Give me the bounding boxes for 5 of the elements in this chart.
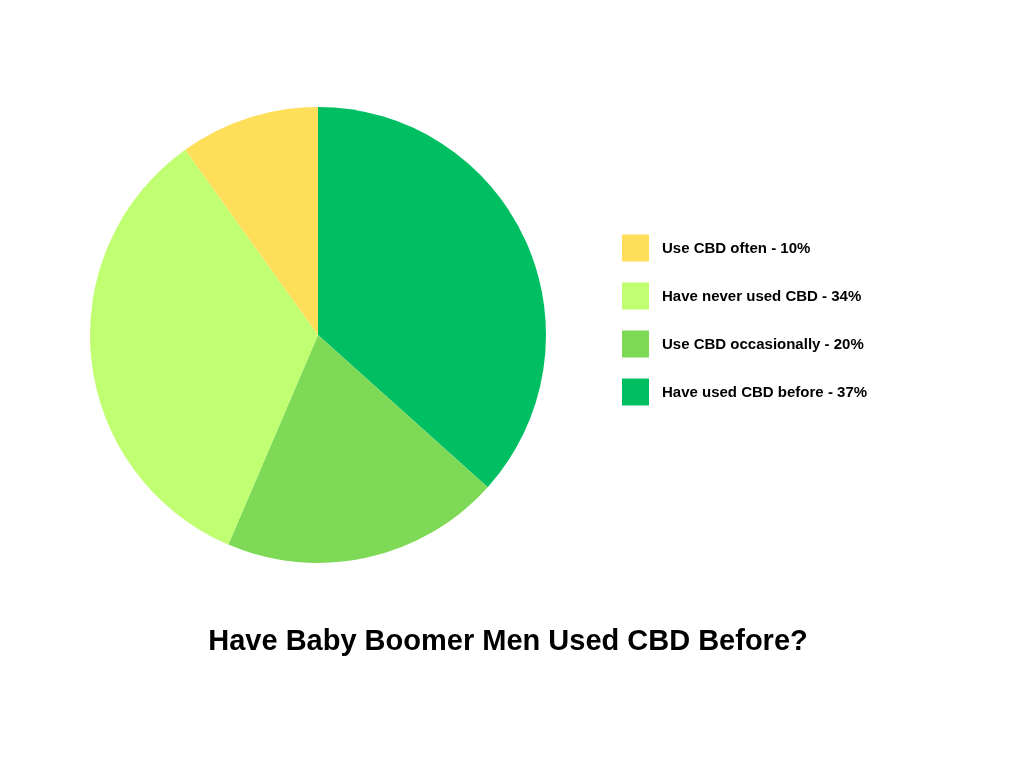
legend-label: Have never used CBD - 34% bbox=[662, 287, 862, 305]
legend-label: Use CBD occasionally - 20% bbox=[662, 335, 864, 353]
text: Have Baby Boomer Men Used CBD Before? bbox=[208, 624, 808, 656]
legend-label: Have used CBD before - 37% bbox=[662, 383, 868, 401]
legend-label: Use CBD often - 10% bbox=[662, 239, 811, 257]
